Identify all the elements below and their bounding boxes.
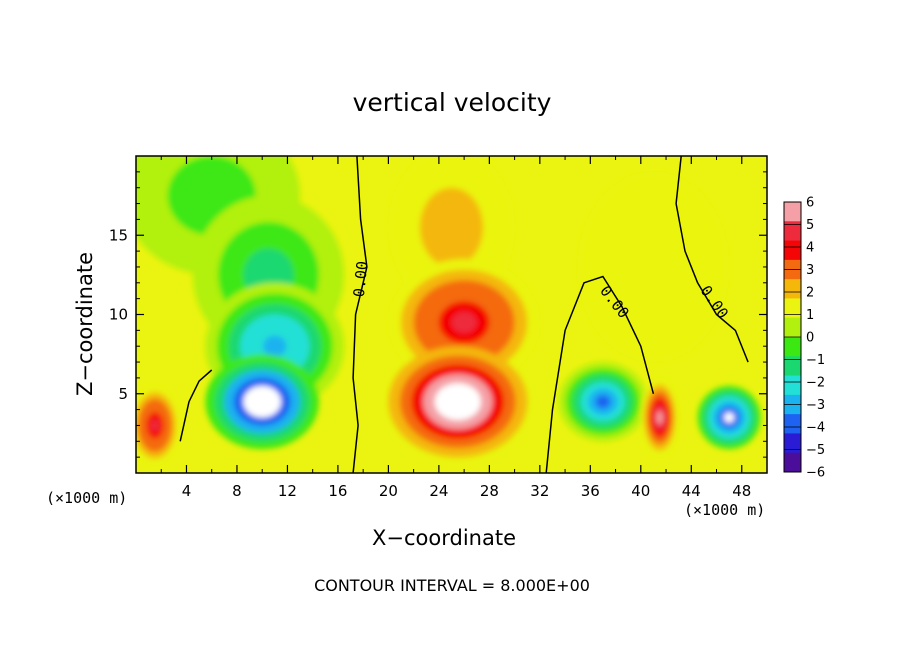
colorbar-label-2: 4 — [806, 241, 814, 256]
heatmap-region-8-level-5 — [656, 410, 663, 425]
heatmap-region-6-level-5 — [446, 392, 470, 411]
colorbar-label-7: −1 — [806, 353, 825, 368]
x-tick-label-32: 32 — [530, 482, 549, 500]
x-tick-label-12: 12 — [278, 482, 297, 500]
x-unit-label-right: (×1000 m) — [684, 501, 766, 519]
y-axis-ticks: 5 10 15 — [109, 171, 767, 458]
zero-contour-2 — [545, 275, 655, 473]
contour-interval-note: CONTOUR INTERVAL = 8.000E+00 — [314, 576, 590, 595]
x-tick-label-4: 4 — [182, 482, 192, 500]
colorbar-swatch-2 — [784, 240, 801, 261]
x-tick-label-36: 36 — [581, 482, 600, 500]
colorbar-label-3: 3 — [806, 263, 814, 278]
y-tick-label-5: 5 — [118, 385, 128, 403]
x-tick-label-16: 16 — [328, 482, 347, 500]
colorbar-swatch-11 — [784, 414, 801, 434]
colorbar-swatch-13 — [784, 452, 801, 473]
colorbar-label-9: −3 — [806, 398, 825, 413]
colorbar-label-4: 2 — [806, 286, 814, 301]
colorbar-label-1: 5 — [806, 218, 814, 233]
colorbar-label-0: 6 — [806, 196, 814, 211]
heatmap-region-7-level-5 — [595, 395, 611, 409]
x-tick-label-8: 8 — [232, 482, 242, 500]
heatmap-region-3-level-5 — [252, 393, 272, 410]
x-tick-label-48: 48 — [732, 482, 751, 500]
colorbar-swatch-7 — [784, 337, 801, 357]
colorbar-swatch-12 — [784, 433, 801, 454]
colorbar-label-11: −5 — [806, 443, 825, 458]
zero-contours — [179, 156, 749, 473]
zero-contour-1 — [675, 156, 749, 363]
colorbar-label-8: −2 — [806, 376, 825, 391]
x-axis-label: X−coordinate — [372, 526, 516, 550]
chart-title: vertical velocity — [352, 88, 552, 117]
x-tick-label-24: 24 — [429, 482, 448, 500]
y-tick-label-10: 10 — [109, 306, 128, 324]
heatmap-region-4-level-5 — [440, 214, 463, 241]
colorbar-swatch-9 — [784, 375, 801, 396]
x-tick-label-40: 40 — [631, 482, 650, 500]
colorbar-swatch-8 — [784, 356, 801, 377]
heatmap-region-1-level-5 — [255, 261, 282, 289]
y-tick-label-15: 15 — [109, 226, 128, 244]
contour-label-0: 0.00 — [350, 260, 372, 298]
colorbar-label-6: 0 — [806, 331, 814, 346]
colorbar-label-10: −4 — [806, 421, 825, 436]
colorbar-swatch-1 — [784, 221, 801, 242]
x-tick-label-44: 44 — [682, 482, 701, 500]
heatmap-region-10-level-5 — [150, 418, 160, 433]
y-axis-label: Z−coordinate — [73, 252, 97, 396]
heatmap-field — [136, 156, 767, 473]
colorbar-swatch-0 — [784, 202, 801, 222]
x-tick-label-20: 20 — [379, 482, 398, 500]
colorbar-swatch-6 — [784, 317, 801, 338]
colorbar-label-5: 1 — [806, 308, 814, 323]
x-unit-label-left: (×1000 m) — [46, 489, 128, 507]
heatmap-region-9-level-5 — [723, 412, 735, 423]
x-axis-ticks: 4 8 12 16 20 24 28 32 36 40 44 48 — [160, 156, 751, 500]
colorbar-label-12: −6 — [806, 466, 825, 481]
colorbar: 6 5 4 3 2 1 0 −1 −2 −3 −4 −5 −6 — [783, 196, 825, 481]
colorbar-swatch-4 — [784, 279, 801, 299]
heatmap-region-2-level-5 — [263, 335, 287, 357]
heatmap-region-5-level-5 — [451, 311, 477, 333]
heatmap-region-11-level-5 — [640, 251, 667, 283]
colorbar-swatch-5 — [784, 298, 801, 319]
x-tick-label-28: 28 — [480, 482, 499, 500]
heatmap-region-0-level-5 — [196, 182, 227, 209]
zero-contour-0 — [352, 156, 368, 473]
zero-contour-3 — [179, 369, 213, 442]
